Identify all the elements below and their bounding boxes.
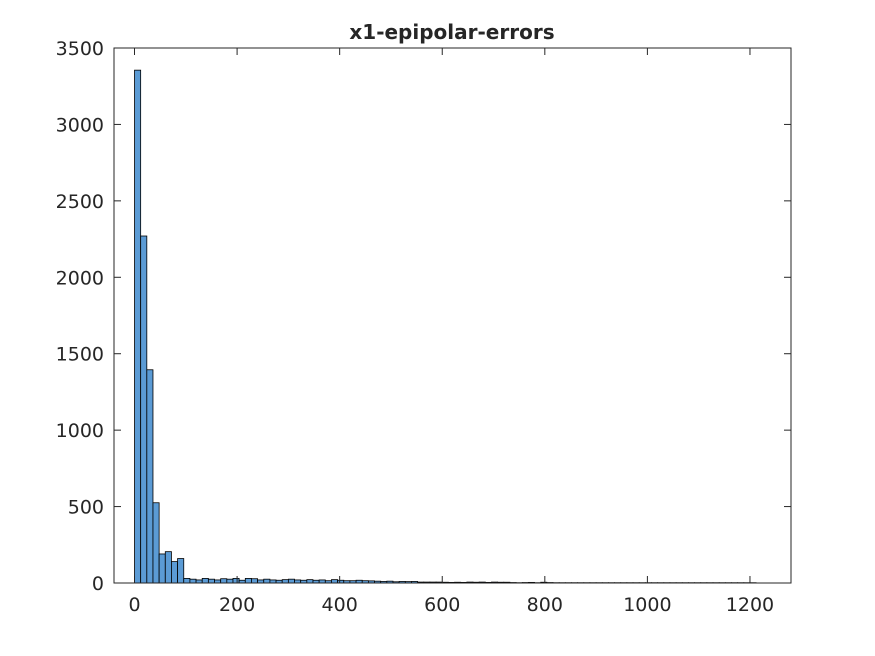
x-tick-label: 1000 <box>623 594 671 616</box>
x-tick-label: 200 <box>219 594 255 616</box>
y-tick-label: 3500 <box>56 38 104 60</box>
histogram-bar <box>232 578 240 584</box>
y-tick-label: 2500 <box>56 191 104 213</box>
y-tick-label: 1000 <box>56 420 104 442</box>
histogram-bar <box>281 579 289 584</box>
histogram-bar <box>146 369 154 584</box>
histogram-bar <box>244 578 252 584</box>
y-axis-tick-labels: 0 500 1000 1500 2000 2500 3000 3500 <box>56 38 104 595</box>
histogram-bar <box>183 578 191 584</box>
histogram-bar <box>171 561 178 584</box>
histogram-bar <box>306 579 314 584</box>
histogram-bar <box>177 558 185 584</box>
histogram-bar <box>201 578 209 584</box>
histogram-bar <box>251 578 258 584</box>
histogram-bar <box>140 235 148 584</box>
y-tick-label: 3000 <box>56 114 104 136</box>
histogram-bar <box>152 502 160 584</box>
histogram-bar <box>207 578 215 584</box>
histogram-bar <box>263 578 271 584</box>
histogram-bar <box>134 69 142 584</box>
y-tick-label: 2000 <box>56 267 104 289</box>
y-tick-label: 0 <box>92 573 104 595</box>
x-tick-label: 0 <box>128 594 140 616</box>
histogram-bar <box>189 578 197 584</box>
histogram-bar <box>287 578 295 584</box>
x-tick-label: 600 <box>424 594 460 616</box>
histogram-bar <box>220 578 228 584</box>
plot-frame <box>113 47 792 584</box>
x-tick-label: 800 <box>527 594 563 616</box>
plot-area <box>113 47 792 584</box>
x-tick-label: 400 <box>322 594 358 616</box>
y-tick-label: 1500 <box>56 344 104 366</box>
y-tick-label: 500 <box>68 497 104 519</box>
histogram-bar <box>164 551 172 584</box>
histogram-bar <box>226 578 234 584</box>
chart-title: x1-epipolar-errors <box>349 20 554 44</box>
histogram-bar <box>331 579 339 584</box>
x-tick-label: 1200 <box>726 594 774 616</box>
histogram-bar <box>158 553 166 584</box>
x-axis-tick-labels: 0 200 400 600 800 1000 1200 <box>128 594 774 616</box>
